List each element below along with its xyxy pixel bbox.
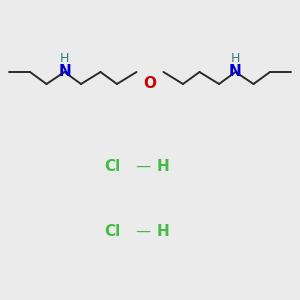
Text: H: H <box>60 52 69 65</box>
Text: Cl: Cl <box>104 159 121 174</box>
Text: H: H <box>157 224 170 238</box>
Text: H: H <box>157 159 170 174</box>
Text: N: N <box>58 64 71 80</box>
Text: N: N <box>229 64 242 80</box>
Text: O: O <box>143 76 157 92</box>
Text: Cl: Cl <box>104 224 121 238</box>
Text: H: H <box>231 52 240 65</box>
Text: —: — <box>135 224 150 238</box>
Text: —: — <box>135 159 150 174</box>
